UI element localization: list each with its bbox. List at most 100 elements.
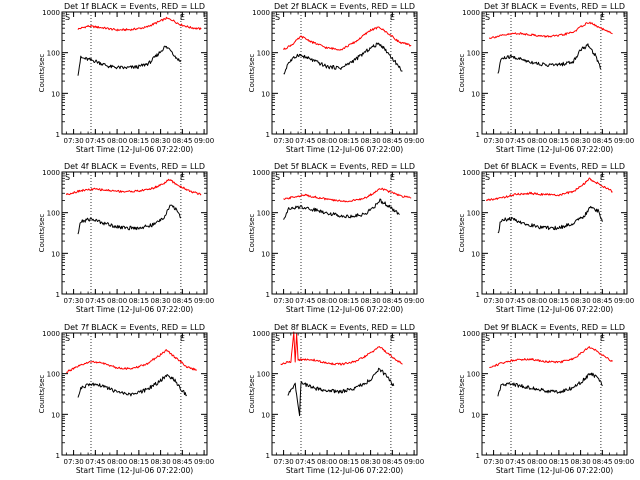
- events-series-line: [497, 43, 602, 74]
- x-tick-label: 08:15: [549, 458, 569, 466]
- y-axis-label: Counts/sec: [38, 54, 46, 93]
- y-tick-label: 1000: [42, 330, 60, 338]
- y-axis-label: Counts/sec: [248, 214, 256, 253]
- x-tick-label: 07:30: [484, 458, 504, 466]
- x-tick-label: 08:30: [361, 297, 381, 305]
- events-series-line: [283, 198, 400, 220]
- y-tick-label: 1: [56, 452, 60, 460]
- x-tick-label: 08:00: [107, 297, 127, 305]
- y-tick-label: 1: [56, 131, 60, 139]
- start-corner-label: S: [275, 334, 280, 343]
- x-tick-label: 08:00: [317, 458, 337, 466]
- chart-panel: Det 4f BLACK = Events, RED = LLD 1 10 100 10…: [38, 162, 214, 314]
- plot-frame: [481, 332, 628, 456]
- x-axis-label: Start Time (12-Jul-06 07:22:00): [496, 305, 613, 314]
- y-tick-label: 1000: [462, 330, 480, 338]
- y-tick-label: 1000: [42, 9, 60, 17]
- chart-panel: Det 6f BLACK = Events, RED = LLD 1 10 100 10…: [458, 162, 634, 314]
- x-tick-label: 09:00: [404, 297, 424, 305]
- x-tick-label: 09:00: [194, 297, 214, 305]
- events-series-line: [287, 367, 395, 417]
- end-corner-label: E: [600, 173, 605, 182]
- plot-frame: [61, 332, 208, 456]
- end-corner-label: E: [390, 173, 395, 182]
- x-tick-label: 09:00: [194, 137, 214, 145]
- x-tick-label: 07:45: [85, 137, 105, 145]
- x-tick-label: 09:00: [194, 458, 214, 466]
- y-axis-label: Counts/sec: [38, 375, 46, 414]
- y-tick-label: 100: [47, 210, 60, 218]
- x-tick-label: 07:30: [274, 137, 294, 145]
- x-tick-label: 08:30: [361, 137, 381, 145]
- y-tick-label: 10: [51, 411, 60, 419]
- x-tick-label: 08:45: [172, 297, 192, 305]
- events-series-line: [77, 45, 182, 76]
- x-tick-label: 08:45: [382, 297, 402, 305]
- x-tick-label: 08:30: [151, 458, 171, 466]
- x-tick-label: 07:30: [274, 458, 294, 466]
- y-tick-label: 100: [257, 50, 270, 58]
- x-tick-label: 07:45: [295, 137, 315, 145]
- start-corner-label: S: [485, 13, 490, 22]
- y-tick-label: 10: [471, 411, 480, 419]
- lld-series-line: [66, 349, 198, 373]
- chart-panel: Det 5f BLACK = Events, RED = LLD 1 10 100 10…: [248, 162, 424, 314]
- x-tick-label: 09:00: [404, 458, 424, 466]
- x-axis-label: Start Time (12-Jul-06 07:22:00): [286, 466, 403, 475]
- x-tick-label: 08:30: [571, 458, 591, 466]
- y-axis-label: Counts/sec: [248, 54, 256, 93]
- start-corner-label: S: [65, 334, 70, 343]
- end-corner-label: E: [180, 173, 185, 182]
- x-tick-label: 08:45: [172, 137, 192, 145]
- start-corner-label: S: [275, 13, 280, 22]
- x-tick-label: 09:00: [614, 458, 634, 466]
- y-tick-label: 1: [476, 452, 480, 460]
- y-axis-label: Counts/sec: [38, 214, 46, 253]
- events-series-line: [497, 372, 603, 397]
- y-axis-label: Counts/sec: [458, 54, 466, 93]
- y-axis-label: Counts/sec: [458, 375, 466, 414]
- x-tick-label: 09:00: [614, 137, 634, 145]
- chart-panel: Det 7f BLACK = Events, RED = LLD 1 10 100 10…: [38, 323, 214, 475]
- x-tick-label: 08:00: [317, 297, 337, 305]
- end-corner-label: E: [390, 334, 395, 343]
- x-tick-label: 08:00: [527, 137, 547, 145]
- x-tick-label: 07:45: [505, 137, 525, 145]
- x-tick-label: 08:30: [151, 137, 171, 145]
- x-tick-label: 07:30: [64, 137, 84, 145]
- x-tick-label: 08:00: [107, 137, 127, 145]
- start-corner-label: S: [485, 334, 490, 343]
- lld-series-line: [485, 177, 613, 202]
- y-axis-label: Counts/sec: [458, 214, 466, 253]
- x-tick-label: 08:15: [549, 137, 569, 145]
- y-tick-label: 100: [47, 371, 60, 379]
- x-tick-label: 07:45: [295, 297, 315, 305]
- lld-series-line: [283, 26, 412, 51]
- chart-title: Det 7f BLACK = Events, RED = LLD: [64, 323, 205, 332]
- chart-panel: Det 8f BLACK = Events, RED = LLD 1 10 100 10…: [248, 323, 424, 475]
- x-tick-label: 07:45: [85, 458, 105, 466]
- x-tick-label: 07:45: [505, 297, 525, 305]
- y-tick-label: 10: [51, 250, 60, 258]
- chart-title: Det 6f BLACK = Events, RED = LLD: [484, 162, 625, 171]
- x-tick-label: 08:45: [592, 137, 612, 145]
- events-series-line: [283, 42, 403, 75]
- x-axis-label: Start Time (12-Jul-06 07:22:00): [76, 466, 193, 475]
- lld-series-line: [77, 16, 202, 32]
- x-tick-label: 08:00: [317, 137, 337, 145]
- plot-frame: [61, 171, 208, 295]
- y-tick-label: 1000: [252, 169, 270, 177]
- plot-frame: [61, 11, 208, 135]
- x-tick-label: 08:30: [571, 137, 591, 145]
- chart-title: Det 4f BLACK = Events, RED = LLD: [64, 162, 205, 171]
- y-tick-label: 1000: [252, 9, 270, 17]
- x-tick-label: 08:15: [549, 297, 569, 305]
- x-tick-label: 09:00: [404, 137, 424, 145]
- lld-series-line: [489, 346, 613, 369]
- y-tick-label: 10: [471, 250, 480, 258]
- chart-title: Det 3f BLACK = Events, RED = LLD: [484, 2, 625, 11]
- plot-frame: [271, 332, 418, 456]
- lld-series-line: [280, 331, 403, 366]
- y-tick-label: 100: [257, 371, 270, 379]
